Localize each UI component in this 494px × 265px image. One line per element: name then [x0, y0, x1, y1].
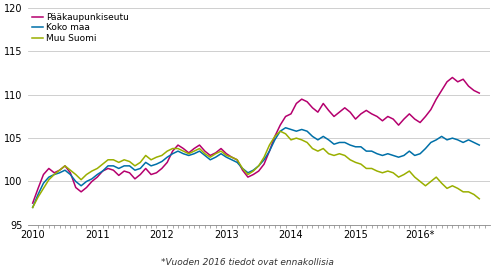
- Muu Suomi: [476, 197, 482, 200]
- Koko maa: [396, 156, 402, 159]
- Text: *Vuoden 2016 tiedot ovat ennakollisia: *Vuoden 2016 tiedot ovat ennakollisia: [161, 258, 333, 265]
- Muu Suomi: [277, 130, 283, 133]
- Pääkaupunkiseutu: [450, 76, 455, 79]
- Pääkaupunkiseutu: [390, 117, 396, 121]
- Muu Suomi: [250, 169, 256, 173]
- Muu Suomi: [57, 169, 63, 172]
- Koko maa: [229, 158, 235, 161]
- Legend: Pääkaupunkiseutu, Koko maa, Muu Suomi: Pääkaupunkiseutu, Koko maa, Muu Suomi: [30, 11, 131, 45]
- Koko maa: [476, 143, 482, 147]
- Pääkaupunkiseutu: [35, 187, 41, 190]
- Muu Suomi: [374, 169, 380, 173]
- Pääkaupunkiseutu: [30, 201, 36, 205]
- Pääkaupunkiseutu: [369, 112, 374, 116]
- Koko maa: [374, 152, 380, 155]
- Pääkaupunkiseutu: [250, 173, 256, 176]
- Line: Muu Suomi: Muu Suomi: [33, 131, 479, 207]
- Muu Suomi: [229, 156, 235, 159]
- Muu Suomi: [35, 196, 41, 199]
- Muu Suomi: [396, 175, 402, 179]
- Koko maa: [283, 126, 288, 129]
- Muu Suomi: [30, 206, 36, 209]
- Koko maa: [35, 193, 41, 196]
- Koko maa: [57, 171, 63, 174]
- Pääkaupunkiseutu: [229, 156, 235, 159]
- Pääkaupunkiseutu: [57, 169, 63, 172]
- Line: Pääkaupunkiseutu: Pääkaupunkiseutu: [33, 77, 479, 203]
- Koko maa: [30, 206, 36, 209]
- Line: Koko maa: Koko maa: [33, 128, 479, 207]
- Pääkaupunkiseutu: [476, 91, 482, 95]
- Koko maa: [250, 169, 256, 172]
